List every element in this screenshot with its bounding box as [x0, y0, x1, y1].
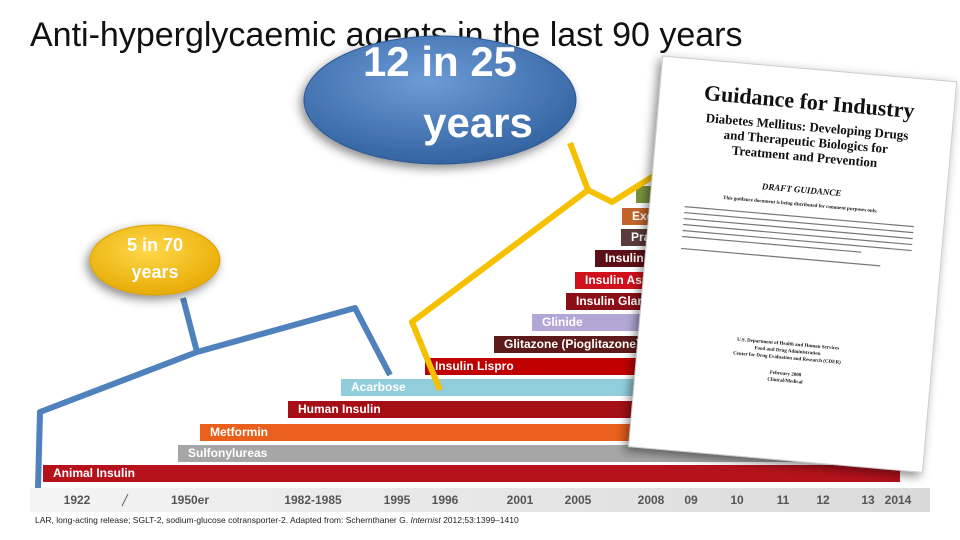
bar-label: Glitazone (Pioglitazone)	[504, 337, 640, 351]
bubble-text: years	[131, 262, 178, 282]
axis-label: 10	[730, 493, 744, 507]
bubble-small: 5 in 70 years	[89, 224, 221, 296]
doc-body-text	[680, 206, 914, 267]
bubble-text: years	[423, 99, 533, 146]
doc-date: February 2008	[770, 371, 802, 379]
footnote-text: LAR, long-acting release; SGLT-2, sodium…	[35, 515, 410, 525]
axis-label: 1995	[384, 493, 411, 507]
footnote-journal: Internist	[410, 515, 441, 525]
axis-label: 1950er	[171, 493, 209, 507]
axis-label: 2005	[565, 493, 592, 507]
bar-label: Animal Insulin	[53, 466, 135, 480]
axis-break	[121, 493, 129, 507]
axis-label: 1982-1985	[284, 493, 342, 507]
axis-label: 12	[816, 493, 830, 507]
brace-blue	[35, 297, 393, 489]
bar-label: Metformin	[210, 425, 268, 439]
bubble-shape	[303, 35, 577, 165]
guidance-document: Guidance for Industry Diabetes Mellitus:…	[628, 55, 958, 473]
bar-label: Acarbose	[351, 380, 406, 394]
axis-label: 13	[861, 493, 875, 507]
footnote-text: 2012;53:1399–1410	[441, 515, 519, 525]
bar-label: Glinide	[542, 315, 583, 329]
axis-label: 09	[684, 493, 698, 507]
bar-label: Sulfonylureas	[188, 446, 268, 460]
document-page	[628, 55, 958, 473]
bar	[43, 465, 900, 482]
timeline-axis	[30, 488, 930, 512]
axis-label: 1996	[432, 493, 459, 507]
brace-yellow	[409, 141, 662, 392]
bar-label: Insulin Lispro	[435, 359, 514, 373]
axis-label: 2001	[507, 493, 534, 507]
doc-agency: Food and Drug Administration	[754, 346, 821, 357]
bubble-text: 12 in 25	[363, 38, 517, 85]
axis-label: 2008	[638, 493, 665, 507]
doc-category: Clinical/Medical	[767, 377, 803, 385]
bubble-large: 12 in 25 years	[303, 35, 577, 165]
bar-label: Human Insulin	[298, 402, 381, 416]
axis-labels: 1922 1950er 1982-1985 1995 1996 2001 2005 2008 0…	[64, 493, 912, 507]
footnote: LAR, long-acting release; SGLT-2, sodium…	[35, 515, 519, 525]
axis-label: 1922	[64, 493, 91, 507]
axis-label: 2014	[885, 493, 912, 507]
bubble-shape	[89, 224, 221, 296]
bubble-text: 5 in 70	[127, 235, 183, 255]
axis-label: 11	[777, 493, 790, 507]
